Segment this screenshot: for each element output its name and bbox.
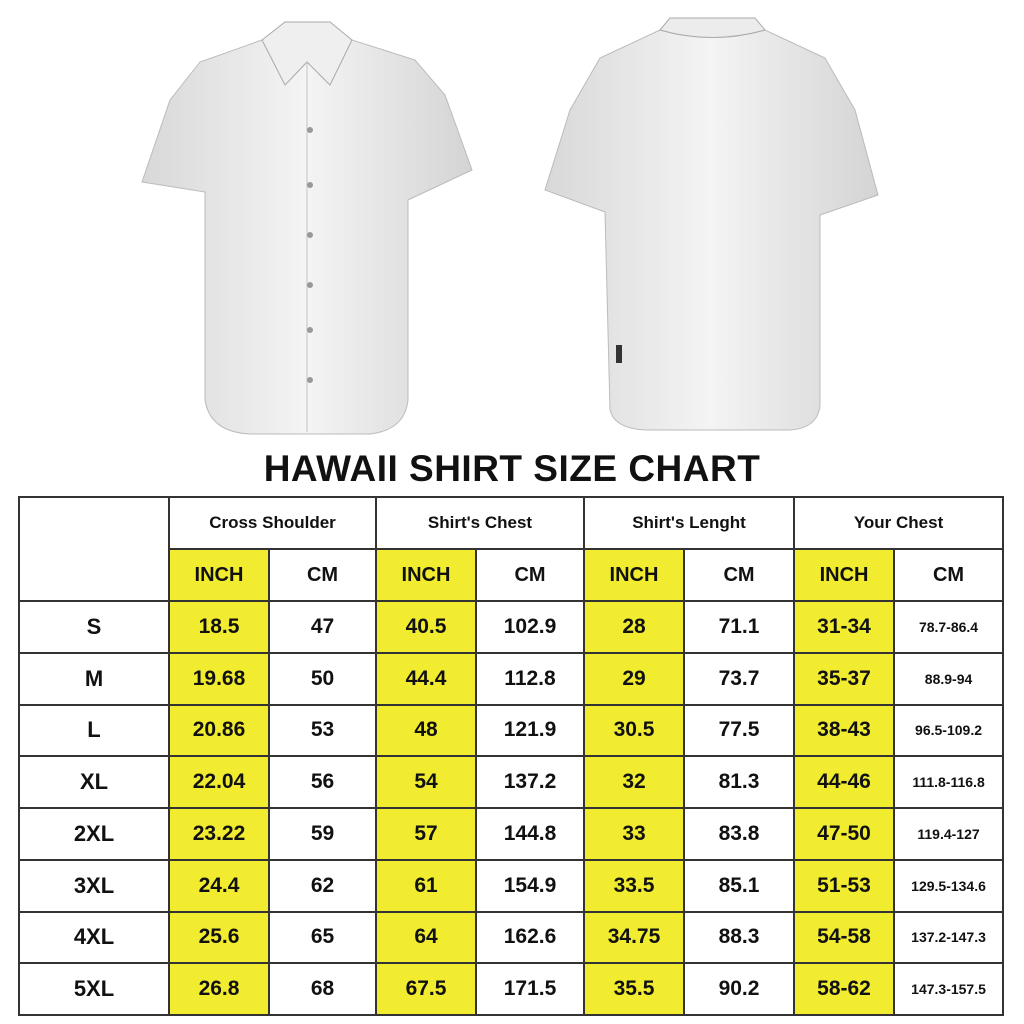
size-label: M bbox=[18, 651, 170, 706]
inch-value-cell: 47-50 bbox=[793, 807, 896, 861]
cm-value-cell: 90.2 bbox=[682, 962, 796, 1016]
inch-value-cell: 61 bbox=[375, 858, 477, 913]
size-label: 5XL bbox=[18, 962, 170, 1016]
inch-value-cell: 24.4 bbox=[168, 858, 270, 913]
inch-value-cell: 29 bbox=[583, 651, 685, 706]
cm-value-cell: 162.6 bbox=[475, 910, 585, 965]
inch-value-cell: 44.4 bbox=[375, 651, 477, 706]
inch-value-cell: 57 bbox=[375, 807, 477, 861]
cm-value-cell: 111.8-116.8 bbox=[893, 755, 1005, 809]
page-title: HAWAII SHIRT SIZE CHART bbox=[263, 448, 761, 489]
cm-value-cell: 78.7-86.4 bbox=[893, 600, 1005, 654]
inch-value-cell: 30.5 bbox=[583, 703, 685, 758]
table-row: XL 22.04 56 54 137.2 32 81.3 44-46 111.8-116.8 bbox=[18, 755, 1005, 809]
cm-value-cell: 154.9 bbox=[475, 858, 585, 913]
inch-value-cell: 54 bbox=[375, 755, 477, 809]
inch-value-cell: 19.68 bbox=[168, 651, 270, 706]
unit-header-inch: INCH bbox=[168, 548, 270, 602]
unit-header-inch: INCH bbox=[375, 548, 477, 602]
cm-value-cell: 73.7 bbox=[682, 651, 796, 706]
cm-value-cell: 137.2 bbox=[475, 755, 585, 809]
size-label: S bbox=[18, 600, 170, 654]
unit-header-inch: INCH bbox=[793, 548, 896, 602]
inch-value-cell: 35-37 bbox=[793, 651, 896, 706]
inch-value-cell: 22.04 bbox=[168, 755, 270, 809]
inch-value-cell: 32 bbox=[583, 755, 685, 809]
cm-value-cell: 121.9 bbox=[475, 703, 585, 758]
cm-value-cell: 81.3 bbox=[682, 755, 796, 809]
size-label: 2XL bbox=[18, 807, 170, 861]
inch-value-cell: 33.5 bbox=[583, 858, 685, 913]
size-label: 4XL bbox=[18, 910, 170, 965]
cm-value-cell: 47 bbox=[268, 600, 377, 654]
group-header: Shirt's Lenght bbox=[582, 496, 796, 550]
inch-value-cell: 35.5 bbox=[583, 962, 685, 1016]
shirt-front-image bbox=[141, 21, 473, 435]
shirt-back-image bbox=[544, 17, 879, 431]
cm-value-cell: 50 bbox=[268, 651, 377, 706]
inch-value-cell: 64 bbox=[375, 910, 477, 965]
size-label: 3XL bbox=[18, 858, 170, 913]
cm-value-cell: 88.3 bbox=[682, 910, 796, 965]
inch-value-cell: 25.6 bbox=[168, 910, 270, 965]
cm-value-cell: 68 bbox=[268, 962, 377, 1016]
cm-value-cell: 56 bbox=[268, 755, 377, 809]
cm-value-cell: 77.5 bbox=[682, 703, 796, 758]
inch-value-cell: 31-34 bbox=[793, 600, 896, 654]
unit-header-cm: CM bbox=[682, 548, 796, 602]
group-header: Cross Shoulder bbox=[168, 496, 377, 550]
inch-value-cell: 26.8 bbox=[168, 962, 270, 1016]
cm-value-cell: 65 bbox=[268, 910, 377, 965]
cm-value-cell: 112.8 bbox=[475, 651, 585, 706]
group-header: Shirt's Chest bbox=[375, 496, 585, 550]
inch-value-cell: 51-53 bbox=[793, 858, 896, 913]
cm-value-cell: 88.9-94 bbox=[893, 651, 1005, 706]
inch-value-cell: 33 bbox=[583, 807, 685, 861]
inch-value-cell: 40.5 bbox=[375, 600, 477, 654]
table-row: 4XL 25.6 65 64 162.6 34.75 88.3 54-58 137.2-147.… bbox=[18, 910, 1005, 965]
unit-header-inch: INCH bbox=[583, 548, 685, 602]
inch-value-cell: 28 bbox=[583, 600, 685, 654]
size-label: XL bbox=[18, 755, 170, 809]
inch-value-cell: 54-58 bbox=[793, 910, 896, 965]
cm-value-cell: 59 bbox=[268, 807, 377, 861]
table-row: 2XL 23.22 59 57 144.8 33 83.8 47-50 119.4-127 bbox=[18, 807, 1005, 861]
table-row: M 19.68 50 44.4 112.8 29 73.7 35-37 88.9-94 bbox=[18, 651, 1005, 706]
cm-value-cell: 147.3-157.5 bbox=[893, 962, 1005, 1016]
cm-value-cell: 53 bbox=[268, 703, 377, 758]
inch-value-cell: 34.75 bbox=[583, 910, 685, 965]
inch-value-cell: 67.5 bbox=[375, 962, 477, 1016]
cm-value-cell: 102.9 bbox=[475, 600, 585, 654]
group-header: Your Chest bbox=[793, 496, 1005, 550]
cm-value-cell: 137.2-147.3 bbox=[893, 910, 1005, 965]
inch-value-cell: 58-62 bbox=[793, 962, 896, 1016]
unit-header-cm: CM bbox=[475, 548, 585, 602]
cm-value-cell: 83.8 bbox=[682, 807, 796, 861]
size-chart-table: Cross Shoulder Shirt's Chest Shirt's Len… bbox=[18, 496, 1005, 1016]
cm-value-cell: 96.5-109.2 bbox=[893, 703, 1005, 758]
shirt-images bbox=[141, 17, 879, 435]
inch-value-cell: 38-43 bbox=[793, 703, 896, 758]
corner-cell bbox=[18, 496, 170, 602]
cm-value-cell: 129.5-134.6 bbox=[893, 858, 1005, 913]
cm-value-cell: 171.5 bbox=[475, 962, 585, 1016]
cm-value-cell: 144.8 bbox=[475, 807, 585, 861]
table-row: L 20.86 53 48 121.9 30.5 77.5 38-43 96.5-109.2 bbox=[18, 703, 1005, 758]
inch-value-cell: 18.5 bbox=[168, 600, 270, 654]
table-row: 5XL 26.8 68 67.5 171.5 35.5 90.2 58-62 147.3-157… bbox=[18, 962, 1005, 1016]
inch-value-cell: 23.22 bbox=[168, 807, 270, 861]
inch-value-cell: 48 bbox=[375, 703, 477, 758]
cm-value-cell: 85.1 bbox=[682, 858, 796, 913]
size-label: L bbox=[18, 703, 170, 758]
unit-header-cm: CM bbox=[893, 548, 1005, 602]
table-row: S 18.5 47 40.5 102.9 28 71.1 31-34 78.7-86.4 bbox=[18, 600, 1005, 654]
cm-value-cell: 62 bbox=[268, 858, 377, 913]
unit-header-cm: CM bbox=[268, 548, 377, 602]
table-row: 3XL 24.4 62 61 154.9 33.5 85.1 51-53 129.5-134.6 bbox=[18, 858, 1005, 913]
inch-value-cell: 20.86 bbox=[168, 703, 270, 758]
inch-value-cell: 44-46 bbox=[793, 755, 896, 809]
cm-value-cell: 71.1 bbox=[682, 600, 796, 654]
cm-value-cell: 119.4-127 bbox=[893, 807, 1005, 861]
